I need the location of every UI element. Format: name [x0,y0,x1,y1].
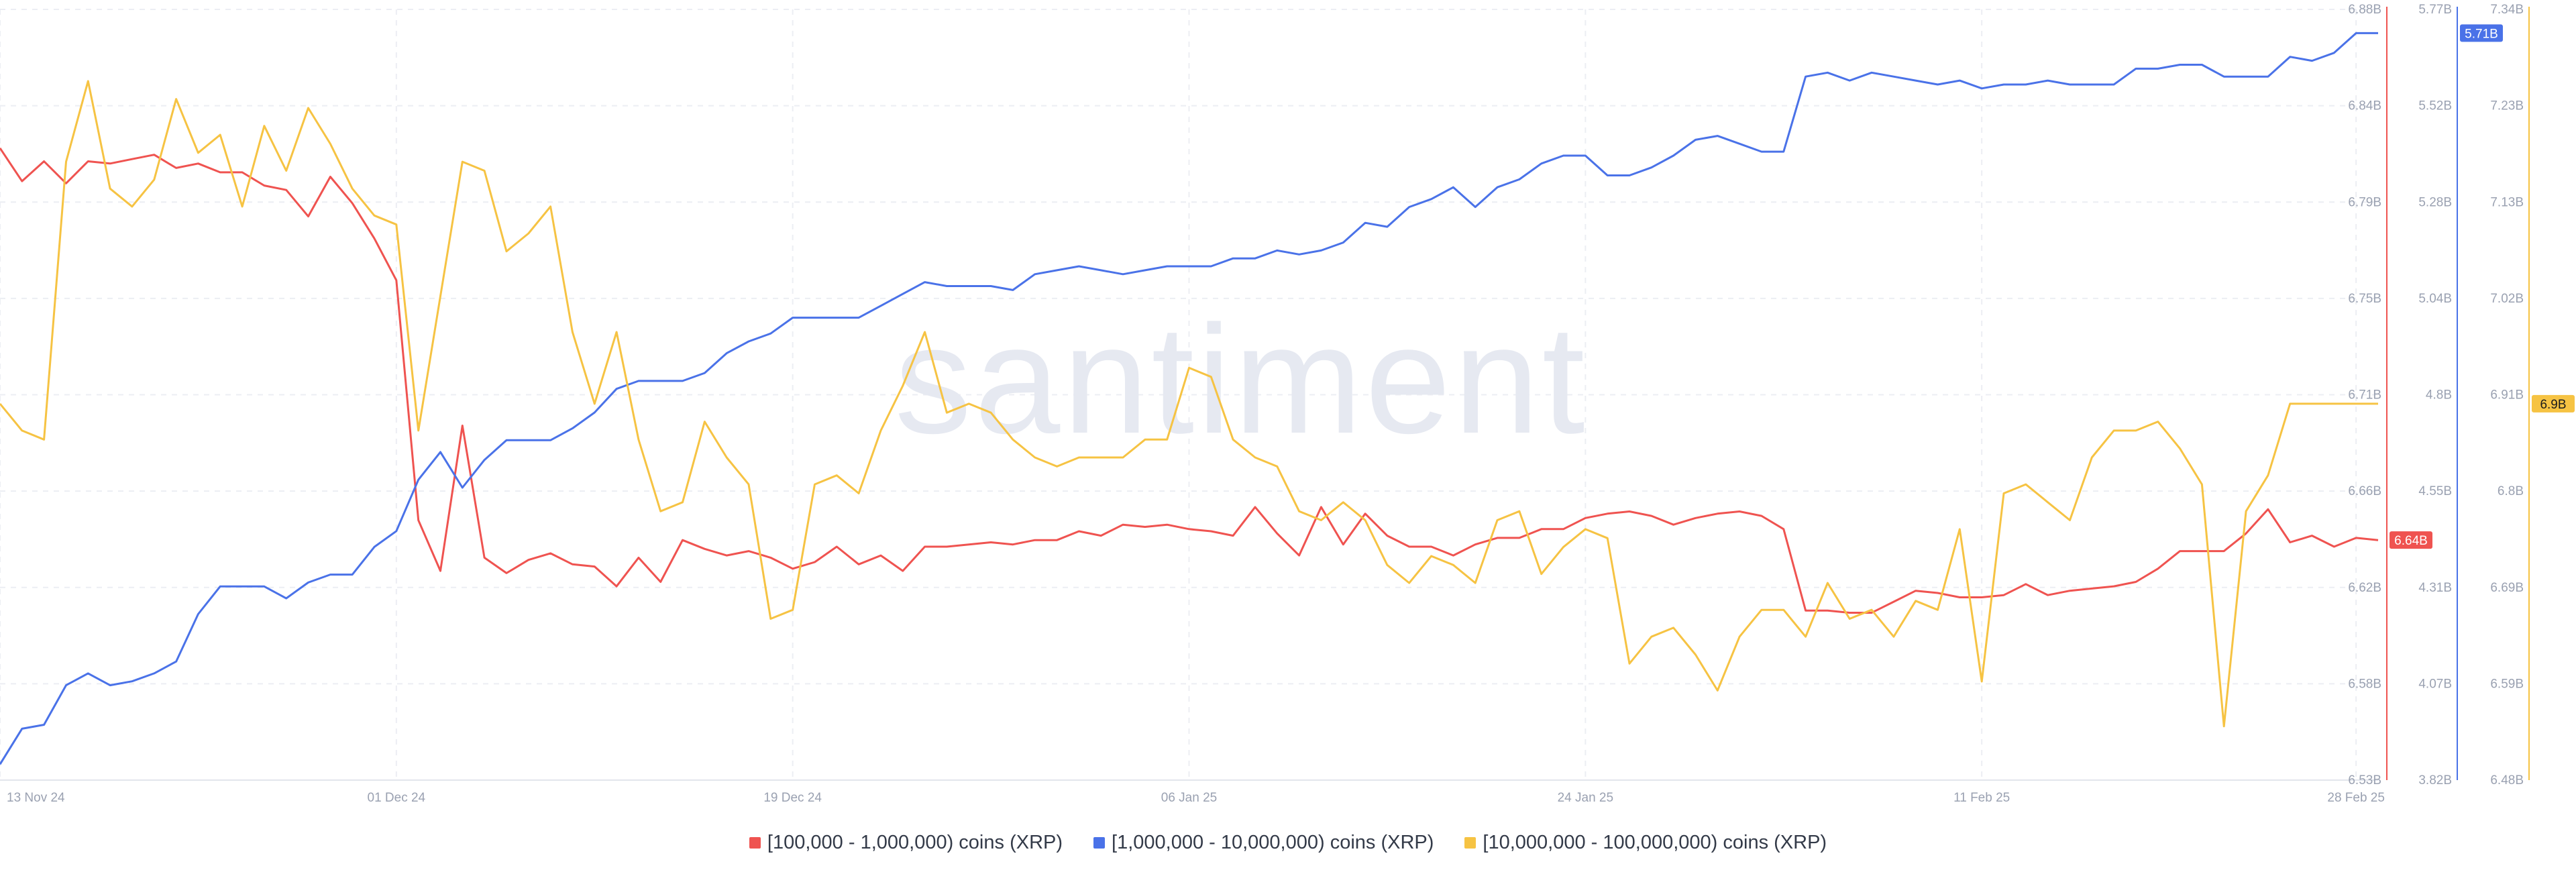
y-tick-label-red: 6.75B [2348,292,2381,306]
x-tick-label: 24 Jan 25 [1558,791,1613,805]
y-tick-label-red: 6.79B [2348,195,2381,209]
y-tick-label-blue: 4.31B [2418,581,2452,595]
y-tick-label-blue: 5.52B [2418,99,2452,113]
tick-labels: 6.88B 6.84B 6.79B 6.75B 6.71B 6.66B 6.62B 6.58B… [7,3,2524,805]
x-tick-label: 11 Feb 25 [1953,791,2010,805]
y-tick-label-red: 6.84B [2348,99,2381,113]
series-line-blue [0,32,2378,765]
y-tick-label-blue: 4.8B [2426,388,2452,402]
y-tick-label-yellow: 6.59B [2490,677,2524,691]
x-tick-label: 01 Dec 24 [368,791,426,805]
y-tick-label-yellow: 7.13B [2490,195,2524,209]
series-line-yellow [0,80,2378,728]
legend-swatch-blue [1093,836,1106,849]
x-tick-label: 13 Nov 24 [7,791,65,805]
y-tick-label-red: 6.66B [2348,484,2381,498]
y-tick-label-blue: 4.07B [2418,677,2452,691]
x-tick-label: 06 Jan 25 [1161,791,1217,805]
y-tick-label-blue: 5.28B [2418,195,2452,209]
y-tick-label-red: 6.71B [2348,388,2381,402]
y-tick-label-yellow: 6.8B [2498,484,2524,498]
axis-lines [0,7,2530,781]
legend-item-blue[interactable]: [1,000,000 - 10,000,000) coins (XRP) [1093,832,1434,854]
legend: [100,000 - 1,000,000) coins (XRP) [1,000… [0,829,2576,856]
y-tick-label-blue: 5.77B [2418,3,2452,17]
legend-swatch-yellow [1464,836,1477,849]
legend-swatch-red [749,836,761,849]
legend-item-yellow[interactable]: [10,000,000 - 100,000,000) coins (XRP) [1464,832,1827,854]
last-value-badge-red [2390,531,2432,549]
y-tick-label-yellow: 7.02B [2490,292,2524,306]
series-layer [0,32,2379,765]
last-value-badge-yellow [2532,394,2575,413]
y-tick-label-yellow: 6.48B [2490,773,2524,787]
y-tick-label-blue: 5.04B [2418,292,2452,306]
y-tick-label-red: 6.88B [2348,3,2381,17]
last-value-label-blue: 5.71B [2465,27,2498,41]
y-tick-label-red: 6.58B [2348,677,2381,691]
legend-label-red: [100,000 - 1,000,000) coins (XRP) [767,831,1063,853]
y-tick-label-yellow: 7.23B [2490,99,2524,113]
last-value-label-red: 6.64B [2394,534,2428,548]
y-tick-label-blue: 4.55B [2418,484,2452,498]
last-value-badge-blue [2460,24,2503,42]
y-tick-label-yellow: 6.91B [2490,388,2524,402]
y-tick-label-yellow: 6.69B [2490,581,2524,595]
x-tick-label: 28 Feb 25 [2327,791,2385,805]
x-tick-label: 19 Dec 24 [763,791,822,805]
y-tick-label-red: 6.62B [2348,581,2381,595]
legend-item-red[interactable]: [100,000 - 1,000,000) coins (XRP) [749,832,1063,854]
watermark: santiment [894,293,1587,466]
last-value-label-yellow: 6.9B [2540,398,2566,412]
y-tick-label-yellow: 7.34B [2490,3,2524,17]
y-tick-label-red: 6.53B [2348,773,2381,787]
y-tick-label-blue: 3.82B [2418,773,2452,787]
legend-label-yellow: [10,000,000 - 100,000,000) coins (XRP) [1483,831,1827,853]
series-line-red [0,147,2379,614]
legend-label-blue: [1,000,000 - 10,000,000) coins (XRP) [1112,831,1434,853]
last-value-badges: 6.64B 5.71B 6.9B [2390,24,2575,549]
chart-canvas: santiment 6.88B 6.84B 6.79B 6.75B 6.71B 6.66B… [0,3,2575,805]
